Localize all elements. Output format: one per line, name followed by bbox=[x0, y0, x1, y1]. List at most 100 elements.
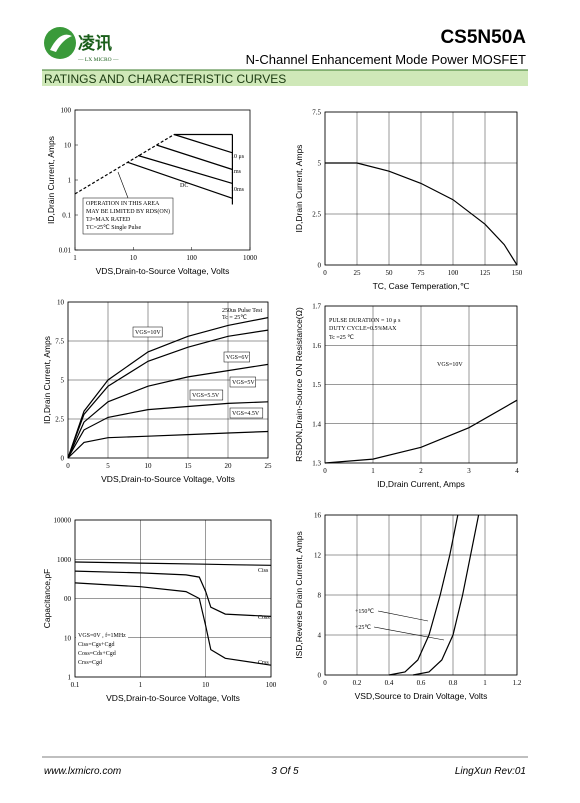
y-tick-label: 1.7 bbox=[312, 303, 321, 311]
curve bbox=[74, 582, 272, 666]
x-tick-label: 0.6 bbox=[417, 679, 426, 687]
y-tick-label: 5 bbox=[61, 377, 65, 385]
note-box bbox=[76, 631, 128, 668]
y-tick-label: 1.3 bbox=[312, 460, 321, 468]
annotation: OPERATION IN THIS AREA bbox=[86, 201, 160, 207]
curve-label: VGS=6V bbox=[226, 355, 249, 361]
curve-label: Crss bbox=[258, 660, 269, 666]
x-axis-label: ID,Drain Current, Amps bbox=[377, 479, 465, 489]
x-tick-label: 25 bbox=[265, 462, 273, 470]
label-box bbox=[223, 351, 250, 363]
y-tick-label: 1.5 bbox=[312, 381, 321, 389]
x-tick-label: 15 bbox=[185, 462, 193, 470]
x-tick-label: 0 bbox=[323, 679, 327, 687]
curve bbox=[388, 514, 459, 676]
label-arrow bbox=[373, 626, 445, 641]
y-tick-label: 10 bbox=[57, 299, 65, 307]
note-arrow bbox=[117, 171, 129, 199]
curve-label: +150℃ bbox=[355, 609, 374, 615]
footer-right: LingXun Rev:01 bbox=[455, 766, 526, 777]
x-tick-label: 0.1 bbox=[71, 681, 80, 689]
annotation: DUTY CYCLE=0.5%MAX bbox=[329, 326, 397, 332]
y-tick-label: 10 bbox=[64, 142, 72, 150]
annotation: Tc =25 ℃ bbox=[329, 335, 354, 341]
y-tick-label: 1.4 bbox=[312, 420, 321, 428]
x-axis-label: VDS,Drain-to-Source Voltage, Volts bbox=[101, 474, 235, 484]
x-tick-label: 125 bbox=[480, 269, 491, 277]
curve bbox=[127, 161, 233, 199]
x-tick-label: 0 bbox=[323, 467, 327, 475]
curve bbox=[173, 133, 233, 154]
y-tick-label: 0 bbox=[61, 455, 65, 463]
footer-left: www.lxmicro.com bbox=[44, 766, 121, 777]
x-tick-label: 1 bbox=[371, 467, 375, 475]
curve bbox=[74, 570, 272, 617]
y-tick-label: 2.5 bbox=[55, 416, 64, 424]
logo-swoosh bbox=[50, 34, 72, 52]
x-tick-label: 25 bbox=[354, 269, 362, 277]
x-tick-label: 20 bbox=[225, 462, 233, 470]
y-tick-label: 16 bbox=[314, 512, 322, 520]
y-tick-label: 1 bbox=[68, 177, 72, 185]
curve-label: VGS=5.5V bbox=[192, 393, 220, 399]
x-axis-label: TC, Case Temperation,℃ bbox=[373, 281, 470, 291]
curve bbox=[67, 401, 269, 459]
curve bbox=[67, 329, 269, 459]
x-tick-label: 100 bbox=[186, 254, 197, 262]
annotation: VGS=0V , f=1MHz bbox=[78, 632, 126, 639]
x-tick-label: 0.4 bbox=[385, 679, 394, 687]
annotation: Crss=Cgd bbox=[78, 660, 102, 666]
logo-text: 凌讯 bbox=[78, 33, 112, 54]
x-tick-label: 1 bbox=[73, 254, 77, 262]
curve-label: VGS=5V bbox=[232, 380, 255, 386]
curve-label: VGS=4.5V bbox=[232, 411, 260, 417]
x-axis-label: VDS,Drain-to-Source Voltage, Volts bbox=[106, 693, 240, 703]
section-bar bbox=[42, 70, 528, 86]
x-tick-label: 0 bbox=[323, 269, 327, 277]
y-tick-label: 1000 bbox=[57, 556, 72, 564]
x-tick-label: 1.2 bbox=[513, 679, 522, 687]
annotation: Coss=Cds+Cgd bbox=[78, 651, 116, 657]
x-tick-label: 1 bbox=[139, 681, 143, 689]
label-box bbox=[229, 376, 256, 388]
y-axis-label: ID,Drain Current, Amps bbox=[294, 145, 304, 233]
y-tick-label: 1 bbox=[68, 674, 72, 682]
curve bbox=[412, 514, 480, 676]
y-axis-label: ID,Drain Current, Amps bbox=[42, 336, 52, 424]
curve bbox=[67, 430, 269, 459]
x-tick-label: 10 bbox=[202, 681, 210, 689]
y-tick-label: 2.5 bbox=[312, 211, 321, 219]
curve-label: Ciss bbox=[258, 568, 269, 574]
curve-label: Coss bbox=[258, 615, 270, 621]
curve bbox=[74, 133, 175, 195]
y-tick-label: 4 bbox=[318, 632, 322, 640]
x-tick-label: 100 bbox=[266, 681, 277, 689]
curve-label: 10ms bbox=[231, 187, 245, 193]
x-tick-label: 3 bbox=[467, 467, 471, 475]
y-tick-label: 7.5 bbox=[312, 109, 321, 117]
x-tick-label: 0.8 bbox=[449, 679, 458, 687]
curve bbox=[324, 399, 518, 464]
y-tick-label: 10000 bbox=[54, 517, 72, 525]
x-tick-label: 0.2 bbox=[353, 679, 362, 687]
x-tick-label: 2 bbox=[419, 467, 423, 475]
y-tick-label: 12 bbox=[314, 552, 322, 560]
x-tick-label: 0 bbox=[66, 462, 70, 470]
note-box bbox=[82, 197, 174, 235]
curve-label: DC bbox=[180, 183, 188, 189]
annotation: 250us Pulse Test bbox=[222, 308, 262, 314]
y-tick-label: 0.1 bbox=[62, 212, 71, 220]
x-axis-label: VSD,Source to Drain Voltage, Volts bbox=[355, 691, 488, 701]
y-tick-label: 0 bbox=[318, 672, 322, 680]
y-axis-label: RSDON,Drain-Source ON Resistance(Ω) bbox=[294, 307, 304, 462]
curve-label: 1ms bbox=[231, 169, 242, 175]
y-tick-label: 8 bbox=[318, 592, 322, 600]
y-tick-label: 5 bbox=[318, 160, 322, 168]
curve-label: 10 μs bbox=[231, 154, 245, 160]
curve bbox=[156, 144, 233, 171]
x-tick-label: 4 bbox=[515, 467, 519, 475]
annotation: TC=25℃ Single Pulse bbox=[86, 225, 141, 231]
label-box bbox=[189, 389, 224, 401]
x-tick-label: 1 bbox=[483, 679, 487, 687]
